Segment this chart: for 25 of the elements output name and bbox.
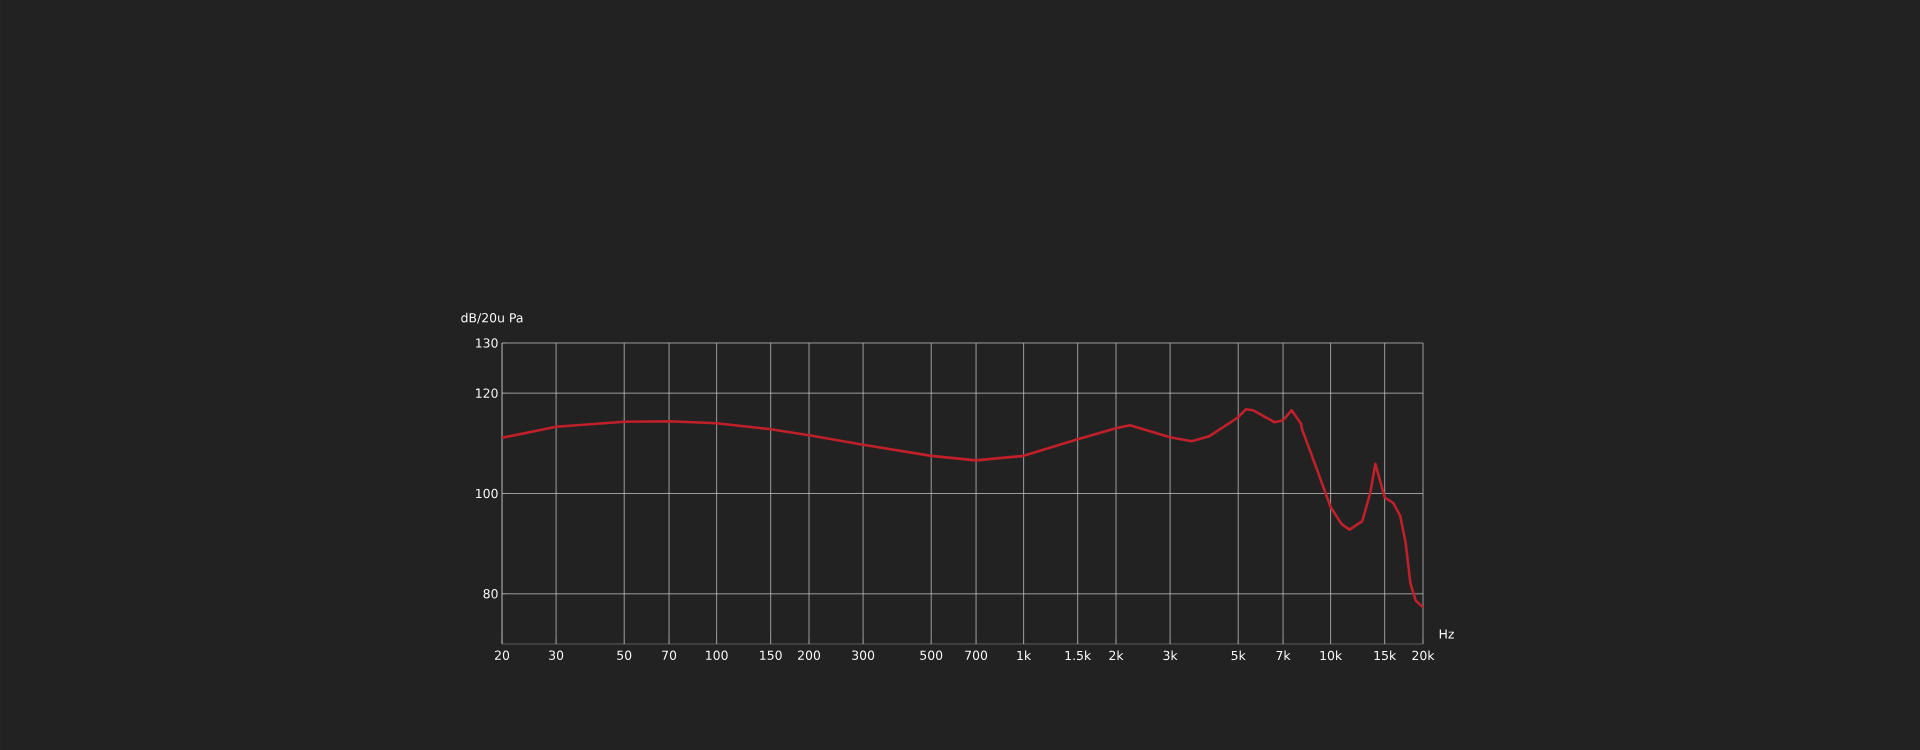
y-axis-title: dB/20u Pa [461,312,523,324]
x-tick-label: 15k [1374,650,1397,661]
x-tick-label: 2k [1109,650,1124,660]
x-tick-label: 70 [662,650,677,660]
y-tick-label: 120 [476,388,498,398]
x-tick-label: 150 [760,650,782,660]
y-tick-label: 80 [483,589,498,599]
x-tick-label: 30 [549,650,564,660]
x-tick-label: 500 [920,650,943,660]
x-tick-label: 3k [1163,650,1178,661]
x-tick-label: 5k [1231,650,1246,661]
x-tick-label: 20 [495,650,510,660]
x-tick-label: 1k [1017,650,1032,660]
x-tick-label: 200 [798,650,821,660]
x-axis-title: Hz [1439,629,1454,639]
y-tick-label: 100 [476,488,498,499]
x-tick-label: 700 [965,650,988,660]
x-tick-label: 20k [1412,650,1435,661]
x-tick-label: 300 [852,650,875,660]
x-tick-label: 1.5k [1065,650,1092,661]
x-tick-label: 50 [617,650,632,660]
x-tick-label: 10k [1320,650,1343,661]
y-tick-label: 130 [476,338,498,348]
x-tick-label: 100 [706,650,728,660]
x-tick-label: 7k [1276,650,1291,660]
